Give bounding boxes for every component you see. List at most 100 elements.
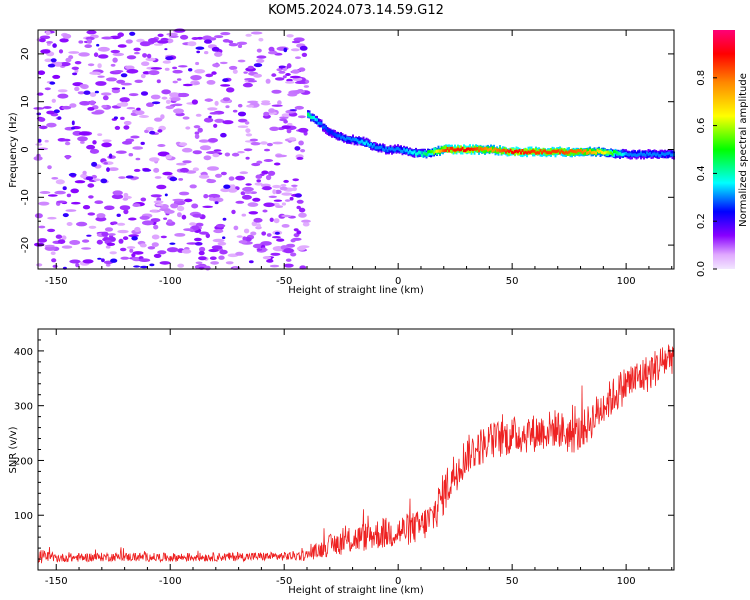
noise-speck: [76, 221, 88, 227]
signal-cell: [589, 149, 591, 153]
noise-speck: [278, 70, 286, 74]
noise-speck: [44, 87, 51, 91]
signal-cell: [584, 149, 587, 153]
signal-cell: [620, 153, 623, 157]
signal-cell: [581, 151, 584, 154]
noise-speck: [121, 140, 133, 145]
signal-cell: [626, 153, 629, 156]
noise-speck: [178, 178, 184, 181]
noise-speck: [140, 141, 145, 145]
noise-speck: [208, 193, 221, 199]
signal-cell: [470, 147, 473, 151]
noise-speck: [95, 81, 107, 86]
signal-cell: [659, 154, 662, 158]
noise-speck: [128, 93, 139, 97]
signal-cell: [634, 150, 636, 156]
noise-speck: [231, 209, 236, 215]
noise-speck: [65, 155, 70, 160]
signal-cell: [541, 151, 543, 155]
signal-cell: [389, 147, 392, 151]
signal-cell: [430, 150, 432, 154]
noise-speck: [35, 143, 43, 146]
noise-speck: [245, 156, 250, 160]
noise-speck: [38, 201, 50, 206]
signal-cell: [343, 136, 345, 140]
noise-speck: [265, 174, 272, 181]
noise-speck: [237, 111, 247, 117]
noise-speck: [256, 223, 261, 228]
noise-speck: [253, 73, 262, 78]
noise-speck: [247, 65, 254, 70]
signal-cell: [310, 116, 312, 119]
noise-speck: [211, 71, 217, 75]
signal-cell: [467, 147, 470, 151]
noise-speck: [130, 135, 140, 139]
signal-cell: [436, 149, 438, 153]
noise-speck: [62, 213, 69, 218]
noise-speck: [65, 209, 77, 212]
x-tick-label: -100: [159, 276, 182, 287]
noise-speck: [162, 171, 173, 176]
signal-cell: [484, 147, 486, 154]
noise-speck: [128, 234, 140, 238]
signal-cell: [547, 151, 549, 155]
noise-speck: [140, 91, 149, 96]
signal-cell: [344, 138, 347, 141]
noise-speck: [85, 176, 94, 181]
noise-speck: [172, 103, 183, 107]
noise-speck: [135, 157, 141, 161]
noise-speck: [285, 81, 295, 84]
signal-cell: [437, 149, 440, 153]
noise-speck: [125, 39, 133, 44]
noise-speck: [204, 265, 211, 271]
noise-speck: [237, 151, 245, 154]
noise-speck: [251, 162, 261, 167]
signal-cell: [463, 146, 465, 152]
signal-cell: [425, 153, 428, 157]
noise-speck: [160, 37, 169, 42]
noise-speck: [207, 107, 218, 111]
noise-speck: [51, 177, 59, 180]
signal-cell: [638, 152, 641, 156]
noise-speck: [131, 236, 138, 241]
signal-cell: [352, 137, 354, 141]
signal-track: [307, 110, 675, 160]
signal-cell: [664, 153, 666, 157]
noise-speck: [97, 257, 102, 260]
noise-speck: [61, 235, 67, 240]
noise-speck: [94, 200, 104, 204]
signal-cell: [383, 148, 386, 152]
noise-speck: [126, 69, 139, 74]
noise-speck: [165, 56, 174, 61]
noise-speck: [74, 180, 86, 184]
noise-speck: [119, 97, 130, 103]
noise-speck: [251, 221, 258, 227]
signal-cell: [451, 146, 453, 150]
signal-cell: [667, 152, 669, 159]
signal-cell: [569, 149, 572, 153]
noise-speck: [205, 233, 210, 239]
signal-cell: [521, 149, 524, 155]
noise-speck: [219, 61, 228, 65]
signal-cell: [526, 151, 528, 155]
noise-speck: [82, 205, 91, 210]
noise-speck: [295, 56, 301, 59]
noise-speck: [206, 80, 216, 85]
noise-speck: [172, 69, 183, 74]
noise-speck: [36, 263, 43, 267]
noise-speck: [203, 155, 212, 161]
noise-speck: [133, 47, 141, 52]
signal-cell: [428, 149, 431, 153]
noise-speck: [291, 69, 300, 74]
signal-cell: [364, 142, 366, 146]
noise-speck: [89, 100, 96, 106]
noise-speck: [52, 74, 61, 79]
signal-cell: [353, 138, 356, 142]
noise-speck: [62, 138, 71, 142]
noise-speck: [123, 120, 132, 126]
noise-speck: [57, 116, 62, 120]
signal-cell: [307, 112, 309, 116]
snr-x-axis-label: Height of straight line (km): [288, 585, 424, 596]
signal-cell: [493, 148, 495, 152]
